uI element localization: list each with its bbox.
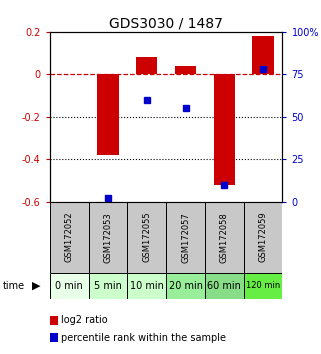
Bar — [166, 202, 205, 273]
Bar — [205, 202, 244, 273]
Text: GSM172057: GSM172057 — [181, 212, 190, 263]
Text: percentile rank within the sample: percentile rank within the sample — [61, 333, 226, 343]
Bar — [127, 202, 166, 273]
Bar — [205, 273, 244, 299]
Text: 10 min: 10 min — [130, 281, 164, 291]
Bar — [136, 57, 157, 74]
Text: GSM172052: GSM172052 — [65, 212, 74, 263]
Bar — [244, 202, 282, 273]
Text: 120 min: 120 min — [246, 281, 280, 290]
Bar — [175, 66, 196, 74]
Bar — [89, 202, 127, 273]
Bar — [97, 74, 118, 155]
Text: GSM172053: GSM172053 — [103, 212, 112, 263]
Bar — [244, 273, 282, 299]
Text: time: time — [3, 281, 25, 291]
Bar — [50, 273, 89, 299]
Text: GSM172055: GSM172055 — [142, 212, 151, 263]
Text: GSM172059: GSM172059 — [259, 212, 268, 263]
Bar — [166, 273, 205, 299]
Bar — [252, 36, 274, 74]
Text: ▶: ▶ — [32, 281, 40, 291]
Bar — [214, 74, 235, 185]
Text: GSM172058: GSM172058 — [220, 212, 229, 263]
Bar — [89, 273, 127, 299]
Bar — [50, 202, 89, 273]
Title: GDS3030 / 1487: GDS3030 / 1487 — [109, 17, 223, 31]
Bar — [127, 273, 166, 299]
Text: 0 min: 0 min — [55, 281, 83, 291]
Text: 20 min: 20 min — [169, 281, 203, 291]
Text: 5 min: 5 min — [94, 281, 122, 291]
Text: 60 min: 60 min — [207, 281, 241, 291]
Text: log2 ratio: log2 ratio — [61, 315, 108, 325]
